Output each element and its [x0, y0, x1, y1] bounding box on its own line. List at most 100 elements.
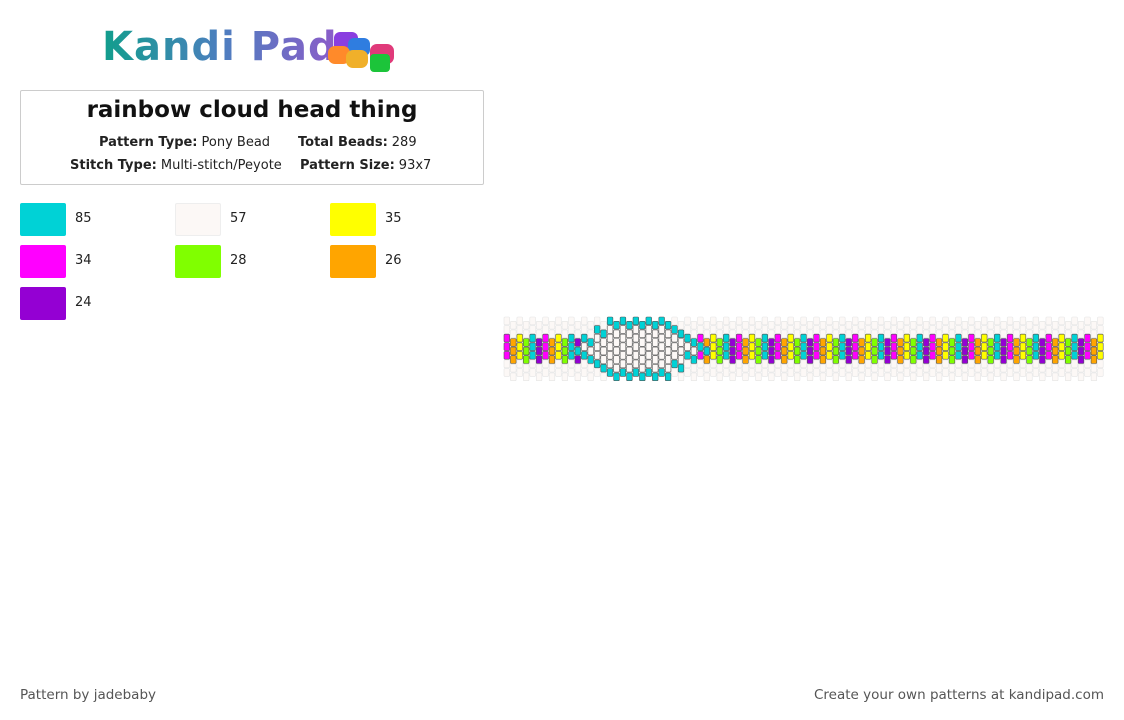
bead — [929, 333, 936, 343]
bead — [542, 351, 549, 360]
bead — [639, 372, 646, 382]
bead — [652, 329, 659, 338]
logo-beads — [328, 32, 394, 72]
bead — [684, 359, 691, 369]
bead — [652, 321, 659, 330]
bead — [529, 342, 536, 351]
bead — [561, 338, 569, 347]
bead — [735, 325, 743, 334]
bead — [826, 316, 833, 326]
bead — [800, 342, 807, 351]
bead — [890, 351, 898, 360]
bead — [632, 368, 639, 377]
bead — [994, 351, 1001, 360]
bead — [839, 368, 846, 377]
bead — [613, 329, 620, 338]
bead — [987, 346, 994, 356]
bead — [1090, 363, 1098, 373]
info-label: Pattern Size: — [300, 158, 395, 173]
bead — [613, 363, 620, 373]
bead — [1026, 363, 1033, 373]
bead — [697, 316, 704, 326]
bead — [968, 368, 975, 377]
bead — [806, 346, 814, 356]
logo[interactable]: Kandi Pad — [102, 24, 338, 70]
bead — [1039, 321, 1046, 330]
bead — [981, 368, 988, 377]
bead — [787, 325, 794, 334]
bead — [987, 372, 994, 382]
bead — [832, 329, 839, 338]
bead — [710, 333, 717, 343]
bead — [632, 359, 639, 369]
bead — [794, 329, 801, 338]
bead — [729, 355, 736, 364]
bead — [542, 333, 549, 343]
bead — [723, 316, 730, 326]
bead — [813, 325, 820, 334]
bead — [942, 333, 949, 343]
bead — [639, 346, 646, 356]
bead — [968, 351, 975, 360]
bead — [935, 363, 943, 373]
bead — [1084, 368, 1091, 377]
bead — [555, 368, 562, 377]
bead — [1058, 359, 1065, 369]
bead — [806, 355, 814, 364]
bead — [568, 368, 575, 377]
bead — [729, 329, 736, 338]
bead — [548, 321, 556, 330]
bead — [574, 363, 581, 373]
bead — [755, 355, 762, 364]
bead — [523, 329, 530, 338]
bead — [903, 325, 910, 334]
bead — [1045, 368, 1052, 377]
bead — [800, 368, 807, 377]
bead — [1084, 333, 1091, 343]
bead — [606, 316, 614, 326]
bead — [1064, 329, 1072, 338]
bead — [781, 363, 788, 373]
bead — [639, 363, 646, 373]
bead — [1090, 372, 1098, 382]
bead — [748, 359, 756, 369]
bead — [748, 316, 756, 326]
bead — [974, 329, 981, 338]
bead — [1052, 372, 1059, 382]
bead — [903, 351, 910, 360]
bead — [864, 359, 872, 369]
bead — [1000, 363, 1007, 373]
info-value: 289 — [391, 135, 417, 150]
bead — [1058, 325, 1065, 334]
bead — [510, 321, 517, 330]
bead — [852, 333, 859, 343]
bead — [510, 363, 517, 373]
bead — [581, 359, 588, 369]
bead — [1032, 368, 1039, 377]
bead — [974, 321, 981, 330]
bead — [748, 325, 756, 334]
bead — [723, 342, 730, 351]
bead — [923, 338, 930, 347]
bead — [664, 372, 672, 382]
bead — [768, 372, 775, 382]
bead — [542, 342, 549, 351]
bead — [948, 346, 956, 356]
bead — [1019, 368, 1027, 377]
bead — [923, 329, 930, 338]
footer-link[interactable]: Create your own patterns at kandipad.com — [814, 687, 1104, 703]
bead — [613, 355, 620, 364]
bead — [1039, 363, 1046, 373]
info-label: Pattern Type: — [99, 135, 198, 150]
bead — [1090, 329, 1098, 338]
bead — [897, 321, 904, 330]
bead — [1026, 329, 1033, 338]
bead — [606, 359, 614, 369]
bead — [594, 342, 601, 351]
color-swatch — [330, 203, 376, 236]
bead — [961, 329, 969, 338]
bead — [606, 351, 614, 360]
bead — [858, 372, 865, 382]
bead — [664, 338, 672, 347]
bead — [903, 368, 910, 377]
